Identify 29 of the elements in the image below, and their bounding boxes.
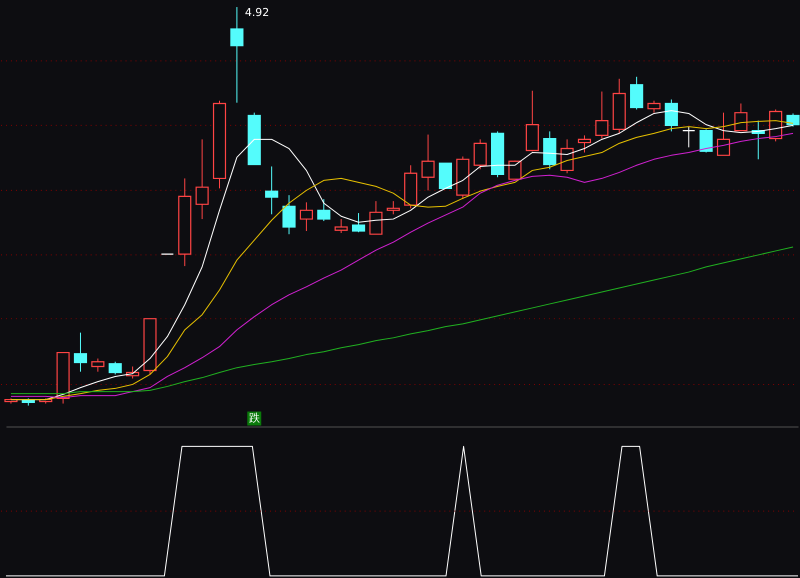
candlestick [716,112,730,156]
candlestick [196,138,209,220]
text: 跌 [248,412,260,425]
candlestick [786,112,800,128]
candlestick [682,126,696,148]
candlestick [386,200,400,215]
candlestick [91,358,104,372]
candlestick [334,218,348,234]
candlestick [108,361,122,375]
candlestick [230,6,244,104]
candlestick [664,99,678,132]
candlestick [282,194,296,235]
candlestick [421,134,435,191]
candlestick [560,138,574,174]
candlestick [317,198,330,222]
candlestick [265,166,278,215]
candlestick [352,212,366,233]
candlestick [647,100,661,114]
candlestick [300,202,313,232]
annotation: 4.92 [244,6,270,20]
candlestick [369,200,382,235]
candlestick [474,138,487,170]
candlestick [74,332,88,372]
candlestick [578,134,592,154]
candlestick [508,160,522,180]
candlestick [734,102,748,132]
candlestick [700,128,713,154]
candlestick [595,91,608,140]
candlestick [630,76,644,110]
